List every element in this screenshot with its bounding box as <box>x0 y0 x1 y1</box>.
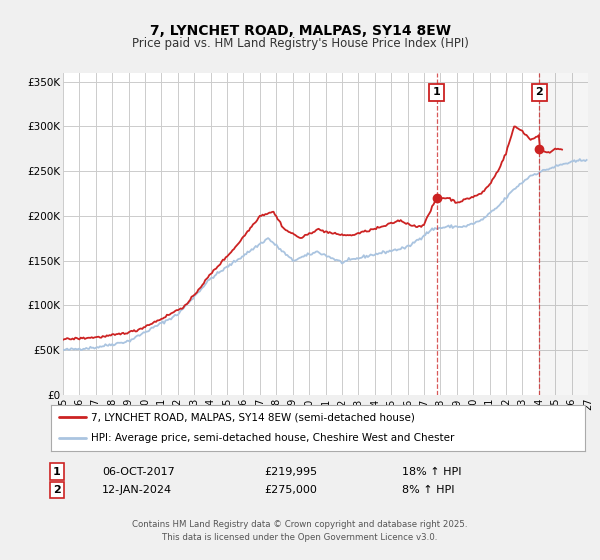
Text: 7, LYNCHET ROAD, MALPAS, SY14 8EW (semi-detached house): 7, LYNCHET ROAD, MALPAS, SY14 8EW (semi-… <box>91 412 415 422</box>
Text: 2: 2 <box>53 485 61 495</box>
Text: 18% ↑ HPI: 18% ↑ HPI <box>402 466 461 477</box>
Bar <box>539 73 588 395</box>
Text: 8% ↑ HPI: 8% ↑ HPI <box>402 485 455 495</box>
Text: 1: 1 <box>53 466 61 477</box>
Text: 7, LYNCHET ROAD, MALPAS, SY14 8EW: 7, LYNCHET ROAD, MALPAS, SY14 8EW <box>149 25 451 38</box>
Text: 12-JAN-2024: 12-JAN-2024 <box>102 485 172 495</box>
Text: Price paid vs. HM Land Registry's House Price Index (HPI): Price paid vs. HM Land Registry's House … <box>131 37 469 50</box>
Text: HPI: Average price, semi-detached house, Cheshire West and Chester: HPI: Average price, semi-detached house,… <box>91 433 454 444</box>
Text: 06-OCT-2017: 06-OCT-2017 <box>102 466 175 477</box>
Text: Contains HM Land Registry data © Crown copyright and database right 2025.
This d: Contains HM Land Registry data © Crown c… <box>132 520 468 542</box>
Text: 2: 2 <box>536 87 544 97</box>
Text: 1: 1 <box>433 87 440 97</box>
Text: £219,995: £219,995 <box>264 466 317 477</box>
Text: £275,000: £275,000 <box>264 485 317 495</box>
